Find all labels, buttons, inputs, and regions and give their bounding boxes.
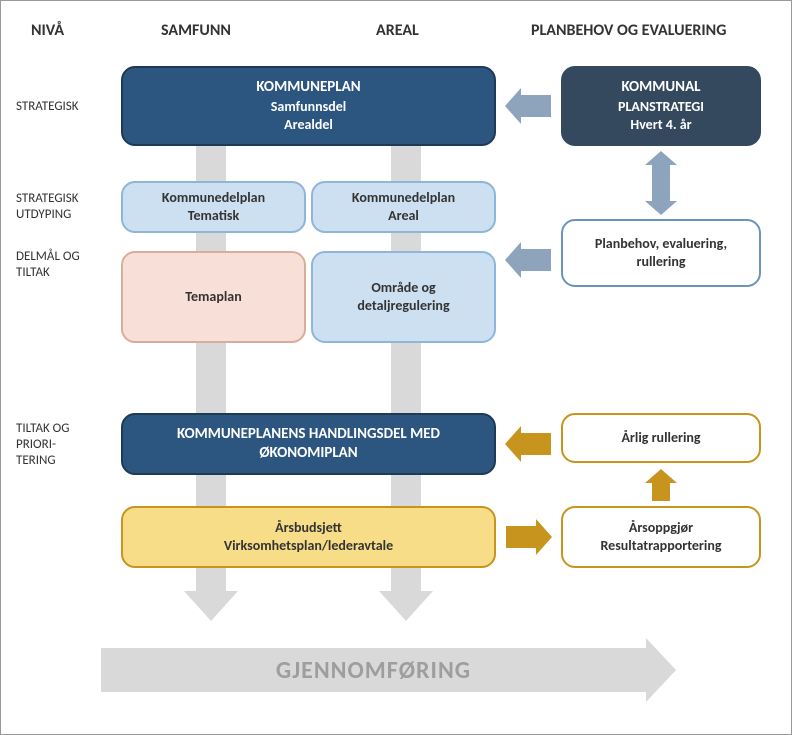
header-planbehov: PLANBEHOV OG EVALUERING: [531, 21, 726, 40]
label-utdyping1: STRATEGISK: [16, 191, 79, 207]
diagram-container: NIVÅ SAMFUNN AREAL PLANBEHOV OG EVALUERI…: [0, 0, 792, 735]
arsoppgjor-line2: Resultatrapportering: [600, 537, 721, 555]
box-kommuneplan: KOMMUNEPLAN Samfunnsdel Arealdel: [121, 66, 496, 146]
arrow-left-gold-1: [521, 433, 551, 455]
label-utdyping2: UTDYPING: [16, 207, 71, 223]
label-delmal2: TILTAK: [16, 265, 50, 281]
temaplan-line1: Temaplan: [185, 288, 241, 306]
arrow-left-2: [521, 249, 551, 271]
box-planstrategi: KOMMUNAL PLANSTRATEGI Hvert 4. år: [561, 66, 761, 146]
box-planbehov: Planbehov, evaluering, rullering: [561, 219, 761, 287]
arrow-left-1: [521, 95, 551, 117]
label-delmal1: DELMÅL OG: [16, 249, 80, 265]
kdp-tematisk-line1: Kommunedelplan: [162, 189, 265, 207]
arrow-right-gold: [506, 526, 536, 548]
arsbudsjett-line1: Årsbudsjett: [275, 519, 342, 537]
label-tiltak1: TILTAK OG: [16, 421, 69, 437]
box-arsbudsjett: Årsbudsjett Virksomhetsplan/lederavtale: [121, 506, 496, 568]
kdp-tematisk-line2: Tematisk: [188, 207, 239, 225]
handlingsdel-line2: ØKONOMIPLAN: [259, 444, 357, 464]
header-areal: AREAL: [376, 21, 419, 40]
box-kdp-tematisk: Kommunedelplan Tematisk: [121, 181, 306, 233]
kdp-areal-line1: Kommunedelplan: [352, 189, 455, 207]
kommuneplan-title: KOMMUNEPLAN: [256, 78, 360, 98]
planbehov-line2: rullering: [637, 253, 686, 271]
kdp-areal-line2: Areal: [388, 207, 419, 225]
kommuneplan-line2: Arealdel: [284, 116, 333, 134]
arsbudsjett-line2: Virksomhetsplan/lederavtale: [224, 537, 393, 555]
arrow-up-gold: [652, 483, 670, 501]
planstrategi-line2: Hvert 4. år: [630, 116, 691, 134]
planstrategi-line1: PLANSTRATEGI: [618, 98, 704, 116]
rullering-line1: Årlig rullering: [621, 429, 700, 447]
kommuneplan-line1: Samfunnsdel: [271, 98, 346, 116]
box-omrade: Område og detaljregulering: [311, 251, 496, 343]
box-kdp-areal: Kommunedelplan Areal: [311, 181, 496, 233]
omrade-line1: Område og: [371, 279, 435, 297]
planbehov-line1: Planbehov, evaluering,: [595, 235, 727, 253]
box-temaplan: Temaplan: [121, 251, 306, 343]
bottom-arrow-label: GJENNOMFØRING: [276, 656, 471, 685]
planstrategi-title: KOMMUNAL: [621, 78, 700, 98]
omrade-line2: detaljregulering: [357, 297, 449, 315]
label-tiltak2: PRIORI-: [16, 437, 56, 453]
label-tiltak3: TERING: [16, 453, 56, 469]
header-samfunn: SAMFUNN: [161, 21, 231, 40]
label-strategisk: STRATEGISK: [16, 99, 79, 115]
bottom-arrow: GJENNOMFØRING: [101, 648, 646, 692]
arsoppgjor-line1: Årsoppgjør: [629, 519, 693, 537]
arrow-updown: [652, 165, 670, 201]
box-handlingsdel: KOMMUNEPLANENS HANDLINGSDEL MED ØKONOMIP…: [121, 413, 496, 475]
box-arsoppgjor: Årsoppgjør Resultatrapportering: [561, 506, 761, 568]
box-rullering: Årlig rullering: [561, 413, 761, 463]
header-niva: NIVÅ: [31, 21, 64, 40]
handlingsdel-line1: KOMMUNEPLANENS HANDLINGSDEL MED: [177, 425, 440, 445]
